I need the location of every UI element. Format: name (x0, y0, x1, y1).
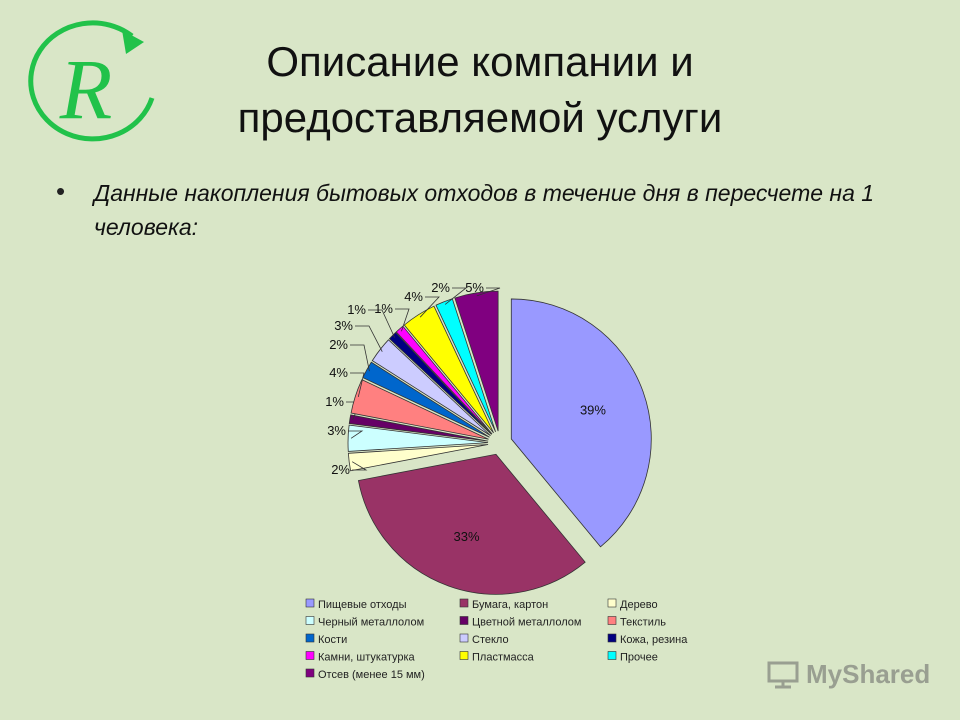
pie-slice (350, 379, 489, 440)
pie-slice (403, 305, 494, 434)
slice-data-label: 1% (347, 302, 366, 317)
leader-line (419, 296, 440, 318)
legend-label: Кости (318, 634, 347, 646)
slice-data-label: 4% (329, 365, 348, 380)
legend-label: Черный металлолом (318, 617, 424, 629)
pie-slice (347, 444, 489, 472)
legend-swatch (305, 616, 315, 625)
slice-data-label: 2% (431, 280, 450, 295)
legend-swatch (459, 598, 469, 608)
bullet-text: Данные накопления бытовых отходов в тече… (94, 180, 875, 240)
leader-line (444, 287, 468, 305)
leader-line (355, 325, 383, 352)
leader-line (351, 461, 368, 471)
leader-line (476, 287, 501, 297)
watermark: MyShared (766, 656, 936, 692)
leader-line (368, 309, 396, 338)
legend-label: Дерево (620, 599, 658, 611)
logo-letter: R (59, 41, 113, 137)
slice-data-label: 2% (331, 462, 350, 477)
legend-swatch (305, 598, 315, 608)
slice-data-label: 1% (374, 301, 393, 316)
leader-line (395, 308, 410, 332)
slice-data-label: 39% (580, 403, 606, 418)
legend-swatch (305, 651, 315, 660)
company-logo: R (28, 20, 155, 142)
leader-line (350, 372, 365, 398)
bullet-marker: • (56, 176, 66, 206)
presentation-icon (767, 661, 799, 689)
legend-label: Кожа, резина (620, 634, 688, 646)
pie-slice (510, 298, 652, 548)
leader-line (348, 430, 364, 439)
legend-swatch (607, 598, 617, 608)
pie-slice (347, 424, 489, 452)
legend-swatch (305, 633, 315, 643)
slice-data-label: 1% (325, 394, 344, 409)
slice-data-label: 3% (334, 318, 353, 333)
legend-swatch (607, 633, 617, 643)
leader-line (350, 344, 370, 372)
legend-label: Текстиль (620, 617, 666, 629)
slide-title: Описание компании и предоставляемой услу… (150, 34, 810, 146)
legend-label: Цветной металлолом (472, 617, 581, 629)
legend-swatch (459, 633, 469, 643)
legend-swatch (607, 651, 617, 660)
legend-swatch (305, 668, 315, 678)
pie-slice (371, 339, 491, 436)
slice-data-label: 3% (327, 423, 346, 438)
legend-label: Прочее (620, 652, 658, 664)
title-line-1: Описание компании и (266, 38, 694, 85)
pie-slice (357, 453, 586, 595)
legend-label: Камни, штукатурка (318, 652, 416, 664)
legend-swatch (459, 651, 469, 660)
slice-data-label: 5% (465, 280, 484, 295)
pie-slice (388, 331, 492, 435)
pie-slice (348, 414, 489, 442)
watermark-text: MyShared (806, 658, 931, 689)
legend-label: Стекло (472, 634, 509, 646)
waste-pie-chart: 39%33%2%3%1%4%2%3%1% 1%4%2% 5%Пищевые отхо… (305, 280, 688, 681)
legend-label: Отсев (менее 15 мм) (318, 669, 425, 681)
slice-data-label: 2% (329, 337, 348, 352)
legend-label: Пищевые отходы (318, 599, 407, 611)
legend-label: Бумага, картон (472, 599, 548, 611)
pie-slice (454, 290, 499, 432)
title-line-2: предоставляемой услуги (237, 94, 723, 141)
legend-swatch (607, 616, 617, 625)
pie-slice (362, 361, 490, 438)
slice-data-label: 33% (454, 529, 480, 544)
slice-data-label: 4% (404, 289, 423, 304)
legend-swatch (459, 616, 469, 625)
legend-label: Пластмасса (472, 652, 535, 664)
